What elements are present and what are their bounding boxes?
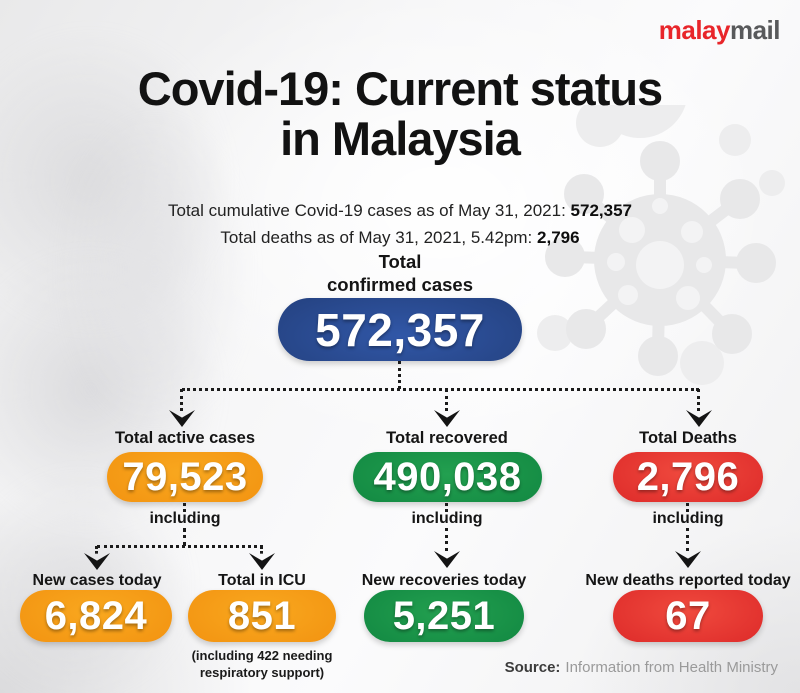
connector-level2-horizontal: [97, 545, 263, 548]
root-label-line2: confirmed cases: [326, 273, 473, 295]
arrow-down-icon: [249, 553, 275, 570]
including-label-active: including: [149, 510, 221, 527]
summary-deaths-value: 2,796: [537, 228, 580, 248]
total-deaths-label: Total Deaths: [639, 429, 737, 447]
background-photo-blur: [0, 470, 190, 693]
recovered-value: 490,038: [373, 454, 522, 499]
logo-malay: malay: [658, 15, 731, 45]
brand-logo: malaymail: [658, 15, 781, 46]
connector-newcases-stub: [95, 546, 98, 554]
source-label: Source:: [504, 659, 561, 676]
new-deaths-label: New deaths reported today: [585, 572, 791, 589]
connector-active-drop: [180, 389, 183, 411]
arrow-down-icon: [686, 410, 712, 427]
new-deaths-value: 67: [665, 593, 711, 638]
connector-deaths-drop: [697, 389, 700, 411]
icu-value: 851: [227, 593, 297, 638]
total-confirmed-value: 572,357: [315, 303, 485, 356]
new-cases-pill: 6,824: [20, 590, 172, 642]
icu-note: (including 422 needing respiratory suppo…: [162, 648, 362, 682]
total-deaths-value: 2,796: [636, 454, 740, 499]
connector-including-active-top: [183, 503, 186, 512]
active-cases-value: 79,523: [122, 454, 248, 499]
connector-including-recovered-bottom: [445, 528, 448, 551]
virus-icon: [537, 105, 785, 385]
new-recoveries-value: 5,251: [392, 593, 496, 638]
summary-text: Total cumulative Covid-19 cases as of Ma…: [0, 197, 800, 251]
new-recoveries-label: New recoveries today: [361, 572, 527, 589]
including-label-deaths: including: [652, 510, 724, 527]
total-confirmed-pill: 572,357: [278, 298, 522, 361]
active-cases-label: Total active cases: [114, 429, 256, 447]
connector-level1-horizontal: [182, 388, 699, 391]
summary-deaths-label: Total deaths as of May 31, 2021, 5.42pm:: [220, 228, 538, 248]
icu-label: Total in ICU: [218, 572, 306, 589]
recovered-pill: 490,038: [353, 452, 542, 502]
connector-including-recovered-top: [445, 503, 448, 512]
connector-icu-stub: [260, 546, 263, 554]
connector-root-vertical: [398, 361, 401, 389]
arrow-down-icon: [434, 410, 460, 427]
summary-cases-line: Total cumulative Covid-19 cases as of Ma…: [0, 197, 800, 224]
new-cases-label: New cases today: [32, 572, 162, 589]
total-deaths-pill: 2,796: [613, 452, 763, 502]
summary-cases-value: 572,357: [570, 201, 632, 220]
new-cases-value: 6,824: [44, 593, 148, 638]
root-label-line1: Total: [378, 251, 422, 272]
connector-including-deaths-bottom: [686, 528, 689, 551]
connector-including-active-bottom: [183, 528, 186, 546]
new-deaths-pill: 67: [613, 590, 763, 642]
source-text: Information from Health Ministry: [565, 659, 778, 676]
arrow-down-icon: [675, 551, 701, 568]
background-photo-blur: [60, 110, 250, 430]
new-recoveries-pill: 5,251: [364, 590, 524, 642]
title-line2: in Malaysia: [280, 112, 521, 166]
source-credit: Source: Information from Health Ministry: [505, 659, 778, 676]
page-title: Covid-19: Current status in Malaysia: [0, 62, 800, 166]
root-node-label: Total confirmed cases: [0, 251, 800, 296]
summary-cases-label: Total cumulative Covid-19 cases as of Ma…: [168, 201, 571, 220]
active-cases-pill: 79,523: [107, 452, 263, 502]
title-line1: Covid-19: Current status: [137, 62, 663, 115]
icu-pill: 851: [188, 590, 336, 642]
arrow-down-icon: [434, 551, 460, 568]
icu-note-line2: respiratory support): [199, 664, 325, 680]
recovered-label: Total recovered: [386, 429, 508, 447]
summary-deaths-line: Total deaths as of May 31, 2021, 5.42pm:…: [0, 224, 800, 251]
connector-including-deaths-top: [686, 503, 689, 512]
logo-mail: mail: [729, 15, 781, 45]
connector-recovered-drop: [445, 389, 448, 411]
icu-note-line1: (including 422 needing: [191, 648, 333, 663]
including-label-recovered: including: [411, 510, 483, 527]
